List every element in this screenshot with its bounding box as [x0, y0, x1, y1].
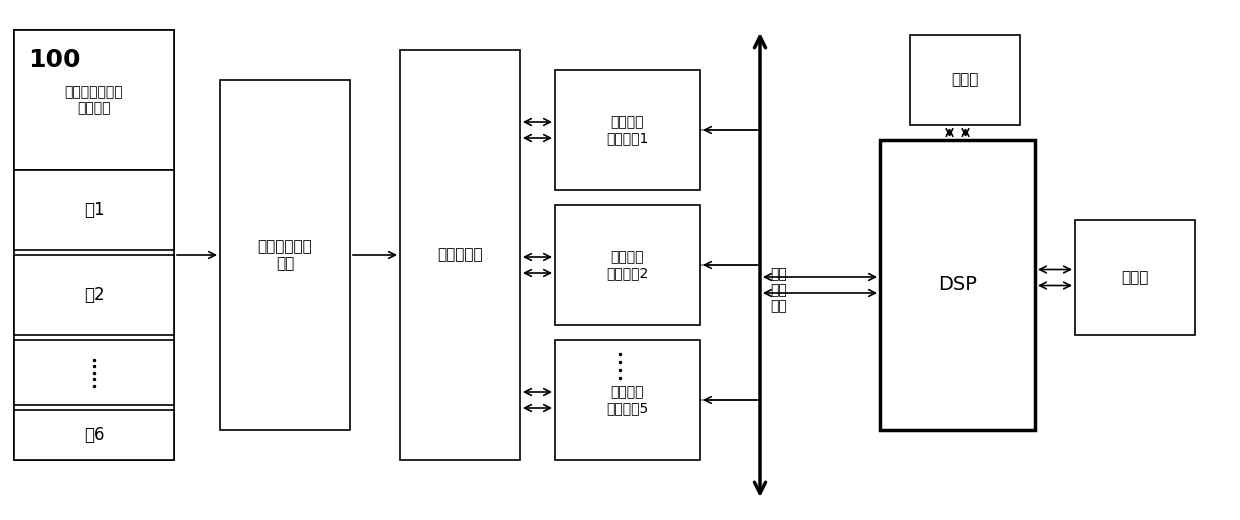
Text: 高精度数
据采集卶1: 高精度数 据采集卶1 [606, 115, 649, 145]
Text: DSP: DSP [939, 276, 977, 294]
Bar [14, 340, 174, 405]
Text: 存储器: 存储器 [951, 72, 978, 87]
Text: 组6: 组6 [84, 426, 104, 444]
Bar [401, 50, 520, 460]
Bar [910, 35, 1021, 125]
Text: 上位机: 上位机 [1121, 270, 1148, 285]
Text: 二次信号转换
单元: 二次信号转换 单元 [258, 239, 312, 271]
Text: 高精度数
据采集卶5: 高精度数 据采集卶5 [606, 385, 649, 415]
Bar [880, 140, 1035, 430]
Text: 基准组（接参比
互感器）: 基准组（接参比 互感器） [64, 85, 123, 115]
Text: 信号调理板: 信号调理板 [438, 248, 482, 263]
Text: 组2: 组2 [83, 286, 104, 304]
Text: 组1: 组1 [83, 201, 104, 219]
Bar [14, 30, 174, 170]
Bar [556, 340, 701, 460]
Bar [14, 410, 174, 460]
Bar [14, 170, 174, 250]
Bar [219, 80, 350, 430]
Text: 高精度数
据采集卶2: 高精度数 据采集卶2 [606, 250, 649, 280]
Bar [1075, 220, 1195, 335]
Bar [14, 255, 174, 335]
Bar [556, 70, 701, 190]
Text: 100: 100 [29, 48, 81, 72]
Bar [14, 30, 174, 460]
Bar [556, 205, 701, 325]
Text: 采样
同步
信号: 采样 同步 信号 [770, 267, 786, 313]
